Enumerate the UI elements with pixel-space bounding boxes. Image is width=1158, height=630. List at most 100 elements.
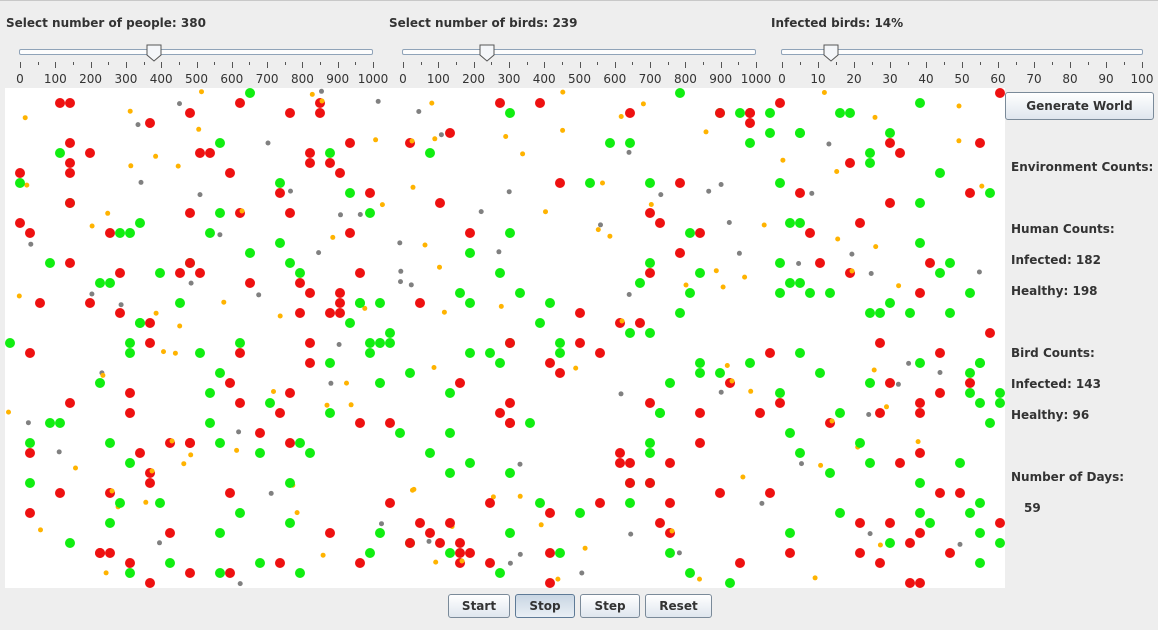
healthy-person-dot <box>635 278 645 288</box>
healthy-person-dot <box>325 148 335 158</box>
people-slider-thumb[interactable] <box>146 44 162 62</box>
environment-dot <box>328 380 334 386</box>
healthy-person-dot <box>105 278 115 288</box>
infected-person-dot <box>945 548 955 558</box>
environment-dot <box>628 531 634 537</box>
slider-minor-tick <box>72 62 74 65</box>
infected-person-dot <box>445 518 455 528</box>
days-value: 59 <box>1024 501 1041 515</box>
infected-person-dot <box>885 198 895 208</box>
infected-person-dot <box>485 558 495 568</box>
healthy-bird-dot <box>271 389 276 394</box>
slider-major-tick <box>90 62 92 68</box>
infected-person-dot <box>995 88 1005 98</box>
bird-infected-count: Infected: 143 <box>1011 377 1101 391</box>
step-button[interactable]: Step <box>580 594 640 618</box>
healthy-person-dot <box>505 468 515 478</box>
infected-person-dot <box>275 188 285 198</box>
healthy-bird-dot <box>181 461 187 467</box>
healthy-bird-dot <box>607 233 613 239</box>
healthy-bird-dot <box>24 182 30 188</box>
healthy-person-dot <box>685 228 695 238</box>
healthy-person-dot <box>915 98 925 108</box>
generate-world-button[interactable]: Generate World <box>1005 92 1154 120</box>
people-slider-track[interactable] <box>19 49 373 55</box>
healthy-bird-dot <box>780 157 786 163</box>
healthy-bird-dot <box>100 372 106 378</box>
infected-person-dot <box>225 568 235 578</box>
simulation-world-canvas[interactable] <box>5 88 1005 588</box>
slider-tick-label: 200 <box>79 72 103 86</box>
birds-slider-track[interactable] <box>402 49 756 55</box>
infected-person-dot <box>645 398 655 408</box>
healthy-person-dot <box>735 108 745 118</box>
infected-person-dot <box>145 318 155 328</box>
environment-dot <box>357 212 363 217</box>
healthy-person-dot <box>725 578 735 588</box>
healthy-person-dot <box>975 498 985 508</box>
healthy-person-dot <box>55 418 65 428</box>
slider-tick-label: 1000 <box>357 72 389 86</box>
reset-button[interactable]: Reset <box>645 594 712 618</box>
start-button[interactable]: Start <box>448 594 510 618</box>
birds-slider-thumb[interactable] <box>479 44 495 62</box>
slider-tick-label: 600 <box>220 72 244 86</box>
infected-person-dot <box>695 408 705 418</box>
infected-person-dot <box>125 558 135 568</box>
infected-person-dot <box>595 348 605 358</box>
infected-bird-dot <box>169 438 175 444</box>
healthy-person-dot <box>215 208 225 218</box>
infected-person-dot <box>275 558 285 568</box>
infected-person-dot <box>235 348 245 358</box>
infected-person-dot <box>575 338 585 348</box>
infected-person-dot <box>105 548 115 558</box>
infected-person-dot <box>325 308 335 318</box>
environment-dot <box>379 521 384 527</box>
infected-person-dot <box>695 228 705 238</box>
healthy-person-dot <box>165 558 175 568</box>
healthy-bird-dot <box>915 439 921 445</box>
environment-dot <box>25 420 31 426</box>
environment-dot <box>375 98 381 104</box>
healthy-person-dot <box>295 268 305 278</box>
environment-dot <box>177 101 182 107</box>
infected-person-dot <box>505 338 515 348</box>
infected-person-dot <box>915 528 925 538</box>
slider-minor-tick <box>561 62 563 65</box>
healthy-bird-dot <box>520 151 526 157</box>
slider-tick-label: 100 <box>426 72 450 86</box>
healthy-person-dot <box>795 278 805 288</box>
slider-major-tick <box>756 62 757 68</box>
slider-major-tick <box>125 62 127 68</box>
environment-dot <box>626 149 632 155</box>
environment-dot <box>618 391 624 397</box>
bird-healthy-count: Healthy: 96 <box>1011 408 1090 422</box>
healthy-person-dot <box>505 228 515 238</box>
slider-minor-tick <box>355 62 357 65</box>
healthy-person-dot <box>955 458 965 468</box>
infected-person-dot <box>65 258 75 268</box>
healthy-person-dot <box>395 428 405 438</box>
healthy-person-dot <box>775 288 785 298</box>
healthy-person-dot <box>265 398 275 408</box>
infected-person-dot <box>845 158 855 168</box>
slider-minor-tick <box>667 62 669 65</box>
healthy-person-dot <box>645 328 655 338</box>
infected-person-dot <box>675 178 685 188</box>
infected-person-dot <box>285 438 295 448</box>
infected-person-dot <box>595 498 605 508</box>
healthy-person-dot <box>135 218 145 228</box>
healthy-bird-dot <box>503 134 509 139</box>
stop-button[interactable]: Stop <box>515 594 575 618</box>
slider-minor-tick <box>249 62 251 65</box>
infected-person-dot <box>365 188 375 198</box>
healthy-person-dot <box>865 148 875 158</box>
healthy-person-dot <box>295 438 305 448</box>
infected-birds-slider-thumb[interactable] <box>823 44 839 62</box>
infected-birds-slider-track[interactable] <box>781 49 1143 55</box>
slider-tick-label: 200 <box>462 72 486 86</box>
infected-person-dot <box>145 338 155 348</box>
healthy-person-dot <box>695 368 705 378</box>
healthy-person-dot <box>665 548 675 558</box>
healthy-person-dot <box>125 338 135 348</box>
